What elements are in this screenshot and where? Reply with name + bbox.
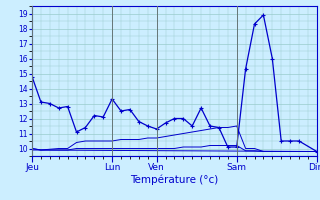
X-axis label: Température (°c): Température (°c): [130, 175, 219, 185]
